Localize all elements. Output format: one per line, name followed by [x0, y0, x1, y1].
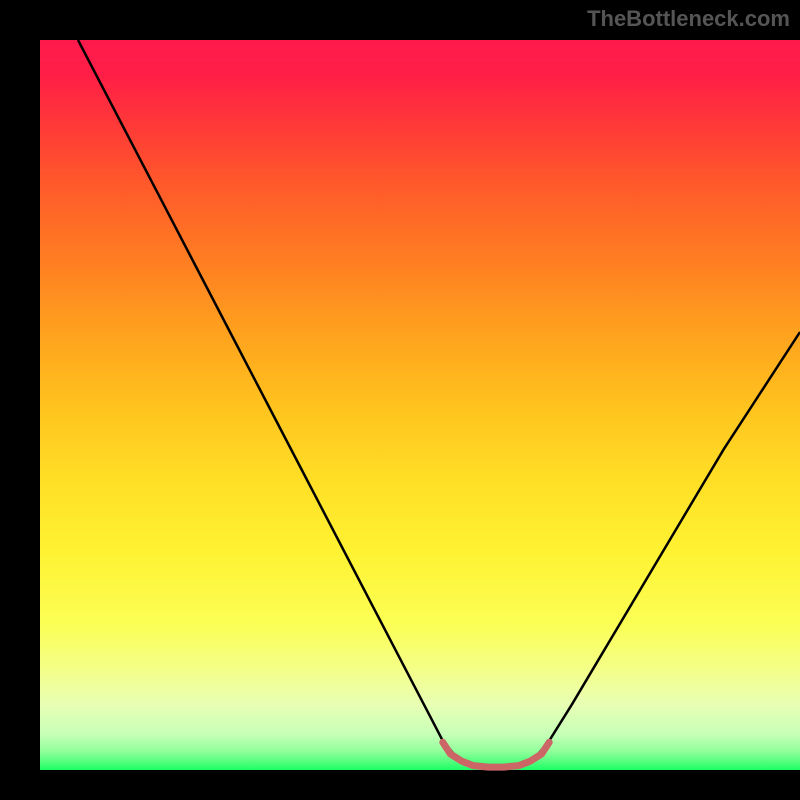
watermark-text: TheBottleneck.com — [587, 6, 790, 32]
plot-area — [40, 40, 800, 770]
bottleneck-chart: TheBottleneck.com — [0, 0, 800, 800]
chart-svg — [0, 0, 800, 800]
